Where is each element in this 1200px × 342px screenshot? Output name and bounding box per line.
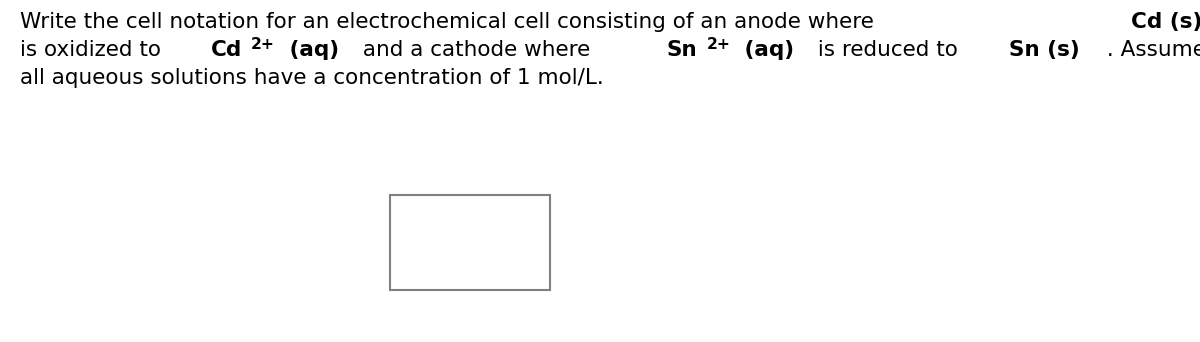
Text: Sn: Sn (667, 40, 697, 60)
Text: Write the cell notation for an electrochemical cell consisting of an anode where: Write the cell notation for an electroch… (20, 12, 881, 32)
Text: all aqueous solutions have a concentration of 1 mol/L.: all aqueous solutions have a concentrati… (20, 68, 604, 88)
Text: and a cathode where: and a cathode where (355, 40, 596, 60)
Text: Sn (s): Sn (s) (1009, 40, 1080, 60)
Text: (aq): (aq) (282, 40, 340, 60)
Text: is reduced to: is reduced to (811, 40, 965, 60)
Text: . Assume: . Assume (1100, 40, 1200, 60)
Bar (390, 195, 550, 290)
Text: (aq): (aq) (737, 40, 794, 60)
Text: Cd: Cd (211, 40, 242, 60)
Text: is oxidized to: is oxidized to (20, 40, 168, 60)
Text: Cd (s): Cd (s) (1130, 12, 1200, 32)
Text: 2+: 2+ (251, 37, 275, 52)
Text: 2+: 2+ (707, 37, 730, 52)
